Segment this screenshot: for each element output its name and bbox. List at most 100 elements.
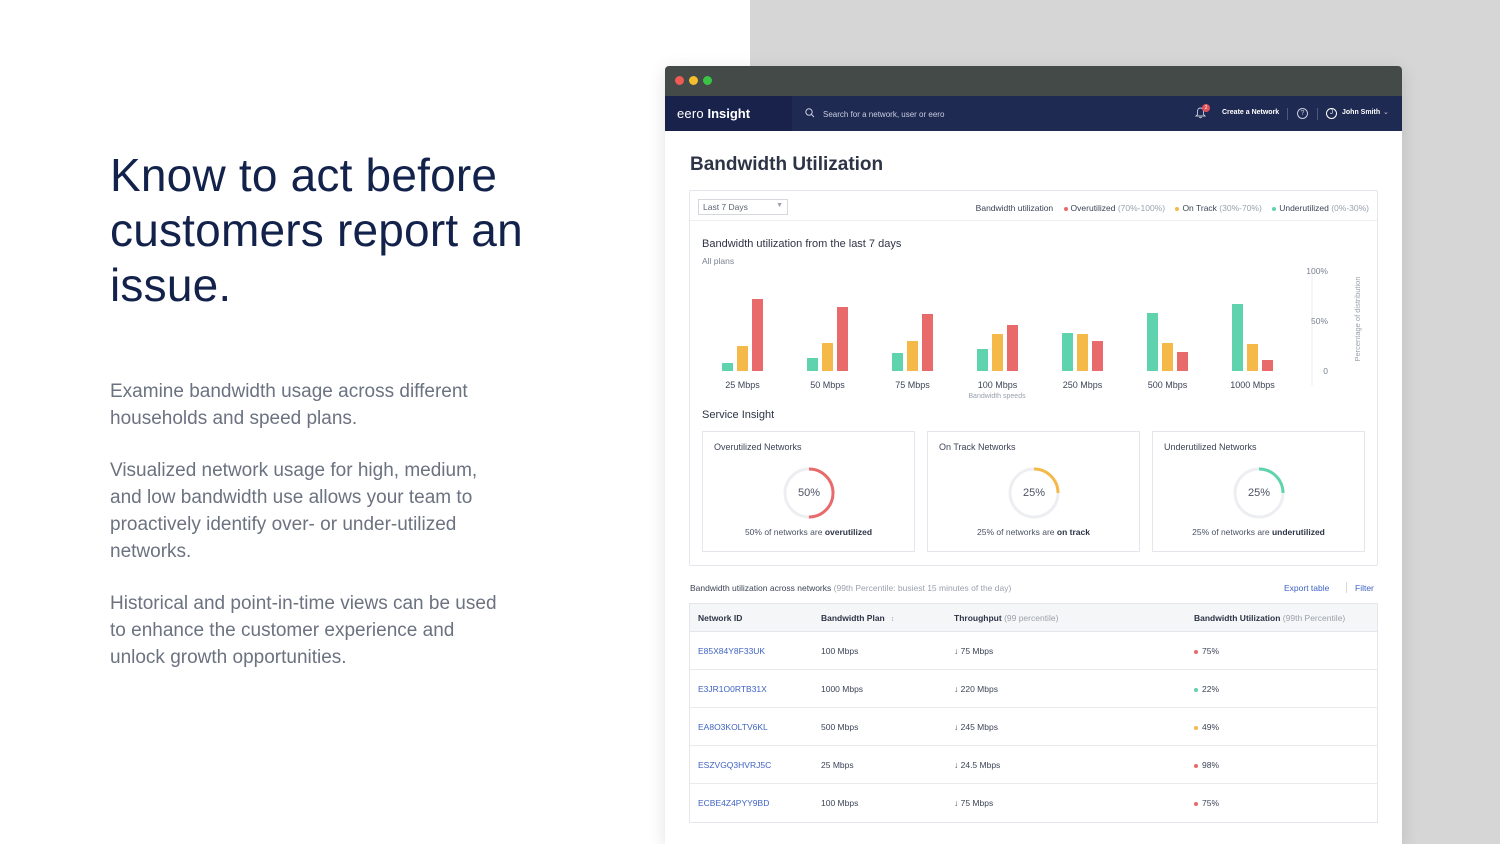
close-window-button[interactable] xyxy=(675,76,684,85)
legend-dot xyxy=(1175,206,1180,211)
y-tick-label: 0 xyxy=(1323,366,1328,376)
table-row[interactable]: EA8O3KOLTV6KL 500 Mbps ↓ 245 Mbps 49% xyxy=(690,708,1377,746)
filter-link[interactable]: Filter xyxy=(1355,583,1374,593)
legend-title: Bandwidth utilization xyxy=(975,203,1054,213)
plan-cell: 1000 Mbps xyxy=(821,684,864,694)
bar-on-track xyxy=(822,343,833,371)
ring-progress xyxy=(783,467,835,519)
help-icon[interactable]: ? xyxy=(1297,108,1308,119)
throughput-cell: ↓ 75 Mbps xyxy=(954,798,994,808)
network-id-link[interactable]: ECBE4Z4PYY9BD xyxy=(698,798,770,808)
card-caption: 50% of networks are overutilized xyxy=(703,527,914,537)
brand-logo[interactable]: eero Insight xyxy=(665,96,792,131)
underutilized-card[interactable]: Underutilized Networks 25% 25% of networ… xyxy=(1152,431,1365,552)
user-name[interactable]: John Smith xyxy=(1342,109,1381,116)
user-avatar[interactable]: J xyxy=(1326,108,1337,119)
bar-on-track xyxy=(1077,334,1088,371)
legend-label: Underutilized xyxy=(1279,203,1329,213)
bar-underutilized xyxy=(1147,313,1158,371)
on-track-card[interactable]: On Track Networks 25% 25% of networks ar… xyxy=(927,431,1140,552)
x-tick-label: 50 Mbps xyxy=(810,380,845,390)
search-input[interactable] xyxy=(823,105,1123,123)
throughput-cell: ↓ 75 Mbps xyxy=(954,646,994,656)
chevron-down-icon: ▼ xyxy=(776,202,783,209)
legend: Bandwidth utilization Overutilized (70%-… xyxy=(976,203,1369,213)
header-throughput[interactable]: Throughput (99 percentile) xyxy=(954,613,1058,623)
minimize-window-button[interactable] xyxy=(689,76,698,85)
bar-overutilized xyxy=(922,314,933,371)
card-label: Underutilized Networks xyxy=(1164,442,1257,452)
maximize-window-button[interactable] xyxy=(703,76,712,85)
caption-bold: overutilized xyxy=(824,527,873,537)
y-tick-label: 50% xyxy=(1311,316,1328,326)
x-tick-label: 25 Mbps xyxy=(725,380,760,390)
legend-label: Overutilized xyxy=(1070,203,1116,213)
bar-on-track xyxy=(1247,344,1258,371)
chart-subtitle: All plans xyxy=(702,256,735,266)
export-table-link[interactable]: Export table xyxy=(1284,583,1330,593)
table-row[interactable]: ECBE4Z4PYY9BD 100 Mbps ↓ 75 Mbps 75% xyxy=(690,784,1377,822)
table-caption-note: (99th Percentile: busiest 15 minutes of … xyxy=(833,583,1012,593)
overutilized-card[interactable]: Overutilized Networks 50% 50% of network… xyxy=(702,431,915,552)
network-id-link[interactable]: ESZVGQ3HVRJ5C xyxy=(698,760,772,770)
table-caption: Bandwidth utilization across networks (9… xyxy=(690,583,1011,593)
bar-underutilized xyxy=(1062,333,1073,371)
network-id-link[interactable]: E85X84Y8F33UK xyxy=(698,646,766,656)
utilization-cell: 22% xyxy=(1194,684,1219,694)
utilization-value: 98% xyxy=(1202,760,1220,770)
network-id-link[interactable]: E3JR1O0RTB31X xyxy=(698,684,767,694)
browser-window: eero Insight 2 Create a Network ? J John… xyxy=(665,66,1402,844)
header-bandwidth-utilization[interactable]: Bandwidth Utilization (99th Percentile) xyxy=(1194,613,1345,623)
headline: Know to act before customers report an i… xyxy=(110,149,523,311)
bar-on-track xyxy=(992,334,1003,371)
legend-dot xyxy=(1063,206,1068,211)
bar-overutilized xyxy=(1007,325,1018,371)
percent-value: 25% xyxy=(1247,487,1271,499)
card-caption: 25% of networks are underutilized xyxy=(1153,527,1364,537)
y-axis-label: Percentage of distribution xyxy=(1353,276,1362,361)
table-header: Network ID Bandwidth Plan ↕ Throughput (9… xyxy=(690,604,1377,632)
utilization-value: 49% xyxy=(1202,722,1220,732)
status-dot xyxy=(1194,763,1198,768)
status-dot xyxy=(1194,687,1198,692)
page-title: Bandwidth Utilization xyxy=(690,154,884,175)
brand-logo-light: eero xyxy=(677,106,704,121)
utilization-cell: 98% xyxy=(1194,760,1219,770)
table-row[interactable]: E85X84Y8F33UK 100 Mbps ↓ 75 Mbps 75% xyxy=(690,632,1377,670)
bar-underutilized xyxy=(807,358,818,371)
date-range-select[interactable]: Last 7 Days ▼ xyxy=(698,199,788,215)
header-network-id[interactable]: Network ID xyxy=(698,613,743,623)
paragraph-historical-views: Historical and point-in-time views can b… xyxy=(110,593,497,668)
header-note: (99th Percentile) xyxy=(1282,613,1346,623)
table-row[interactable]: ESZVGQ3HVRJ5C 25 Mbps ↓ 24.5 Mbps 98% xyxy=(690,746,1377,784)
on-track-ring xyxy=(1008,467,1060,519)
card-toolbar: Last 7 Days ▼ Bandwidth utilization Over… xyxy=(690,191,1377,221)
underutilized-ring xyxy=(1233,467,1285,519)
percent-value: 25% xyxy=(1022,487,1046,499)
brand-logo-bold: Insight xyxy=(707,106,751,121)
chevron-down-icon[interactable]: ⌄ xyxy=(1383,109,1389,116)
table-row[interactable]: E3JR1O0RTB31X 1000 Mbps ↓ 220 Mbps 22% xyxy=(690,670,1377,708)
create-network-button[interactable]: Create a Network xyxy=(1222,109,1280,116)
x-tick-label: 500 Mbps xyxy=(1148,380,1188,390)
date-range-value: Last 7 Days xyxy=(703,202,748,212)
header-bandwidth-plan[interactable]: Bandwidth Plan ↕ xyxy=(821,613,894,623)
card-label: On Track Networks xyxy=(939,442,1016,452)
throughput-cell: ↓ 245 Mbps xyxy=(954,722,998,732)
plan-cell: 100 Mbps xyxy=(821,798,859,808)
utilization-value: 75% xyxy=(1202,646,1220,656)
network-id-link[interactable]: EA8O3KOLTV6KL xyxy=(698,722,768,732)
paragraph-visualized-usage: Visualized network usage for high, mediu… xyxy=(110,460,478,562)
bar-underutilized xyxy=(722,363,733,371)
sort-icon[interactable]: ↕ xyxy=(890,616,895,623)
utilization-cell: 75% xyxy=(1194,646,1219,656)
x-tick-label: 75 Mbps xyxy=(895,380,930,390)
legend-item-on-track: On Track (30%-70%) xyxy=(1175,203,1262,213)
caption-prefix: 25% of networks are xyxy=(977,527,1055,537)
bar-underutilized xyxy=(1232,304,1243,371)
plan-cell: 25 Mbps xyxy=(821,760,854,770)
x-tick-label: 1000 Mbps xyxy=(1230,380,1275,390)
header-divider xyxy=(1287,108,1288,120)
bar-overutilized xyxy=(1092,341,1103,371)
bar-on-track xyxy=(737,346,748,371)
